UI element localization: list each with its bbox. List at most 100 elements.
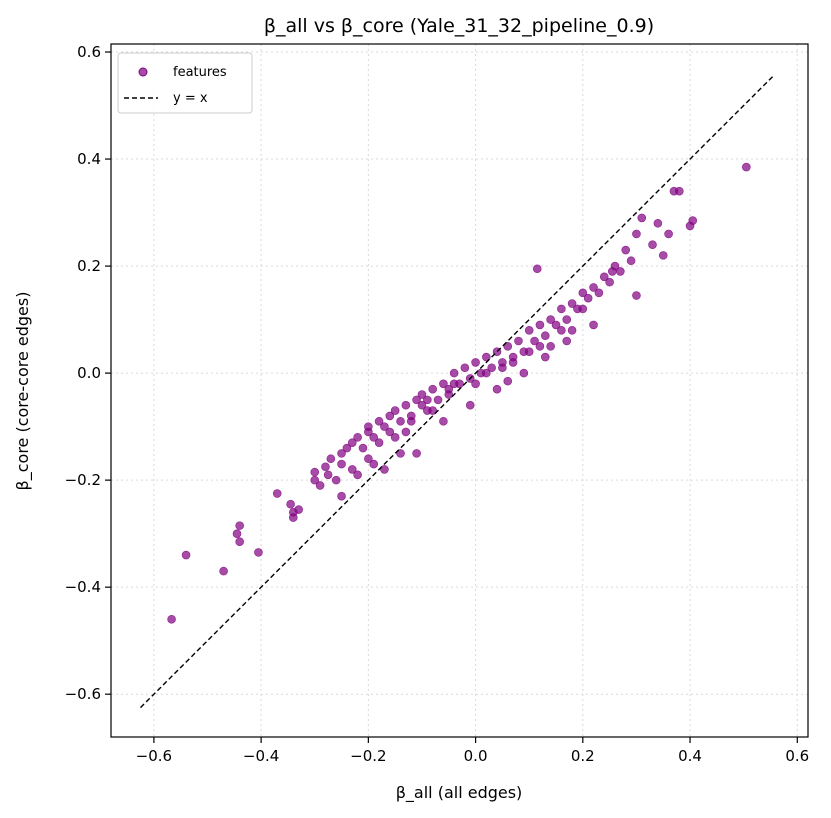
- data-point: [396, 416, 405, 426]
- data-point: [653, 218, 663, 228]
- data-point: [664, 229, 673, 239]
- data-point: [337, 449, 346, 458]
- data-point: [562, 315, 572, 324]
- data-point: [621, 245, 631, 255]
- data-point: [439, 379, 448, 389]
- reference-line-layer: [139, 75, 774, 709]
- data-point: [232, 529, 242, 538]
- data-point: [337, 491, 346, 501]
- x-tick-label: 0.2: [571, 747, 595, 765]
- data-point: [167, 614, 176, 624]
- y-tick-label: −0.6: [65, 685, 101, 703]
- data-point: [428, 406, 437, 415]
- data-point: [562, 336, 572, 346]
- legend: features y = x: [117, 52, 253, 114]
- x-tick-label: −0.4: [243, 747, 279, 765]
- data-point: [519, 368, 529, 378]
- data-point: [380, 422, 389, 431]
- data-point: [535, 320, 545, 330]
- data-point: [272, 489, 282, 498]
- data-point: [589, 283, 598, 292]
- data-point: [364, 454, 373, 464]
- data-point: [254, 548, 263, 557]
- data-point: [546, 315, 555, 324]
- data-point: [288, 513, 298, 522]
- data-point: [605, 277, 614, 287]
- data-point: [423, 395, 432, 405]
- data-point: [599, 272, 609, 282]
- data-point: [310, 467, 320, 477]
- data-point: [401, 400, 411, 410]
- chart-title: β_all vs β_core (Yale_31_32_pipeline_0.9…: [264, 15, 654, 37]
- data-point: [235, 521, 244, 530]
- data-point: [530, 336, 539, 346]
- data-point: [578, 288, 588, 298]
- data-point: [626, 256, 636, 266]
- data-point: [471, 379, 480, 389]
- scatter-points: [167, 162, 751, 624]
- x-tick-label: 0.4: [678, 747, 702, 765]
- data-point: [482, 368, 491, 378]
- data-point: [364, 422, 373, 431]
- data-point: [326, 454, 336, 464]
- data-point: [401, 427, 411, 437]
- x-tick-label: −0.2: [350, 747, 386, 765]
- data-point: [551, 320, 561, 330]
- data-point: [417, 390, 427, 399]
- data-point: [514, 336, 523, 346]
- data-point: [583, 293, 593, 303]
- data-point: [578, 304, 588, 314]
- data-point: [353, 433, 362, 442]
- data-point: [390, 406, 400, 415]
- data-point: [321, 462, 330, 472]
- data-point: [648, 240, 657, 249]
- y-tick-label: −0.2: [65, 471, 101, 489]
- x-tick-label: 0.6: [785, 747, 809, 765]
- data-point: [235, 537, 244, 546]
- data-point: [487, 363, 496, 373]
- data-point: [535, 342, 545, 351]
- data-point: [439, 416, 448, 426]
- data-point: [632, 229, 641, 239]
- data-point: [374, 438, 384, 447]
- data-point: [385, 411, 395, 421]
- data-point: [369, 433, 379, 442]
- data-point: [294, 505, 303, 514]
- data-point: [286, 499, 295, 509]
- data-point: [390, 433, 400, 442]
- data-point: [337, 459, 346, 469]
- data-point: [742, 162, 751, 172]
- y-tick-label: 0.4: [77, 150, 101, 168]
- data-point: [688, 216, 698, 225]
- data-point: [503, 376, 513, 386]
- data-point: [353, 470, 362, 480]
- y-axis-label: β_core (core-core edges): [13, 292, 33, 491]
- data-point: [508, 358, 518, 367]
- data-point: [342, 443, 352, 453]
- data-point: [412, 395, 421, 405]
- data-point: [219, 566, 228, 576]
- data-point: [637, 213, 647, 223]
- data-point: [608, 267, 617, 276]
- data-point: [632, 291, 641, 300]
- data-point: [433, 395, 443, 405]
- data-point: [589, 320, 598, 330]
- x-tick-label: 0.0: [464, 747, 488, 765]
- data-point: [385, 427, 395, 437]
- data-point: [412, 449, 421, 458]
- data-point: [465, 400, 475, 410]
- plot-frame: [110, 43, 809, 738]
- y-tick-label: 0.2: [77, 257, 101, 275]
- data-point: [181, 550, 191, 560]
- data-point: [540, 352, 550, 362]
- data-point: [444, 390, 454, 399]
- data-point: [315, 481, 325, 490]
- y-tick-label: 0.0: [77, 364, 101, 382]
- data-point: [449, 379, 459, 389]
- legend-label-line: y = x: [173, 91, 208, 106]
- data-point: [594, 288, 604, 298]
- data-point: [532, 264, 542, 274]
- data-point: [471, 358, 480, 367]
- data-point: [449, 368, 459, 378]
